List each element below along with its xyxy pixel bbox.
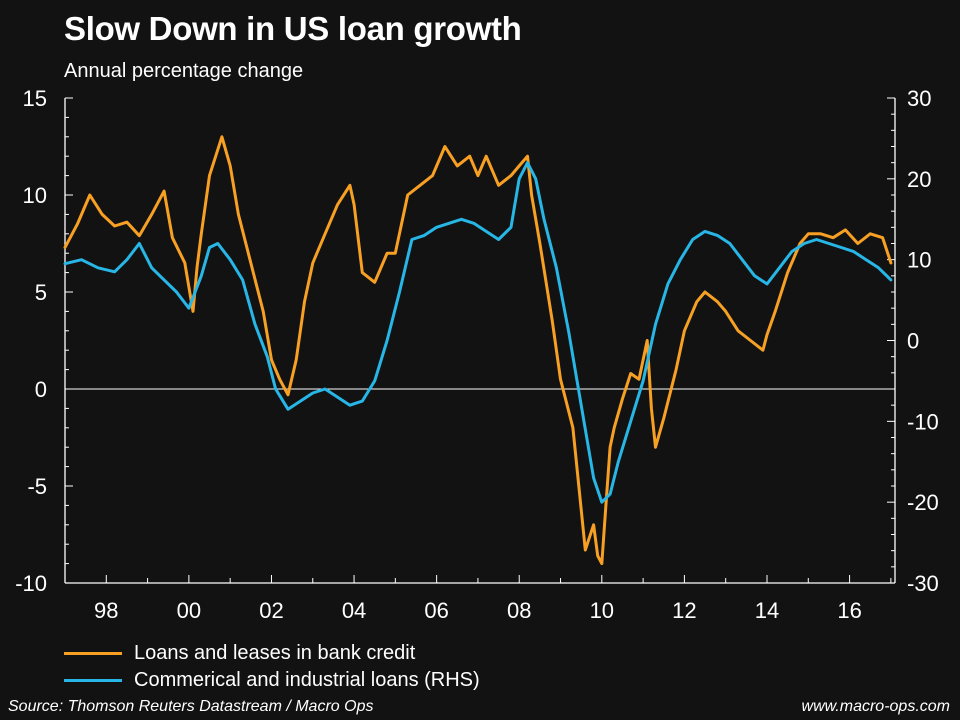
legend-swatch-ci-loans	[64, 679, 122, 682]
x-tick-label: 12	[672, 598, 696, 623]
chart-title: Slow Down in US loan growth	[64, 10, 522, 47]
legend-label-ci-loans: Commerical and industrial loans (RHS)	[134, 669, 480, 691]
y-left-tick-label: 15	[23, 86, 47, 111]
x-tick-label: 00	[177, 598, 201, 623]
y-left-tick-label: 0	[35, 377, 47, 402]
x-tick-label: 16	[837, 598, 861, 623]
chart-legend: Loans and leases in bank credit Commeric…	[64, 640, 480, 694]
x-tick-label: 14	[755, 598, 779, 623]
y-right-tick-label: -30	[907, 571, 939, 596]
source-note: Source: Thomson Reuters Datastream / Mac…	[8, 698, 374, 715]
y-left-tick-label: -10	[15, 571, 47, 596]
y-right-tick-label: 10	[907, 248, 931, 273]
x-tick-label: 02	[259, 598, 283, 623]
y-left-tick-label: 5	[35, 280, 47, 305]
y-left-tick-label: -5	[27, 474, 47, 499]
chart-series	[63, 135, 893, 566]
x-tick-label: 04	[342, 598, 366, 623]
y-right-tick-label: -10	[907, 409, 939, 434]
legend-item-loans-leases: Loans and leases in bank credit	[64, 640, 480, 667]
y-right-tick-label: 0	[907, 329, 919, 354]
y-right-tick-label: 20	[907, 167, 931, 192]
chart-axes: 15 10 5 0 -5 -10 30 20 10 0 -10 -20 -30 98 00 02 04 06 08 1…	[15, 86, 939, 623]
series-line-loans-leases	[63, 135, 893, 566]
x-tick-label: 06	[424, 598, 448, 623]
x-tick-label: 08	[507, 598, 531, 623]
y-left-tick-label: 10	[23, 183, 47, 208]
website-note: www.macro-ops.com	[801, 698, 950, 715]
legend-swatch-loans-leases	[64, 652, 122, 655]
series-line-ci-loans	[63, 161, 893, 504]
legend-label-loans-leases: Loans and leases in bank credit	[134, 642, 416, 664]
legend-item-ci-loans: Commerical and industrial loans (RHS)	[64, 667, 480, 694]
y-right-tick-label: 30	[907, 86, 931, 111]
chart-subtitle: Annual percentage change	[64, 60, 304, 82]
x-tick-label: 10	[590, 598, 614, 623]
x-tick-label: 98	[94, 598, 118, 623]
y-right-tick-label: -20	[907, 490, 939, 515]
